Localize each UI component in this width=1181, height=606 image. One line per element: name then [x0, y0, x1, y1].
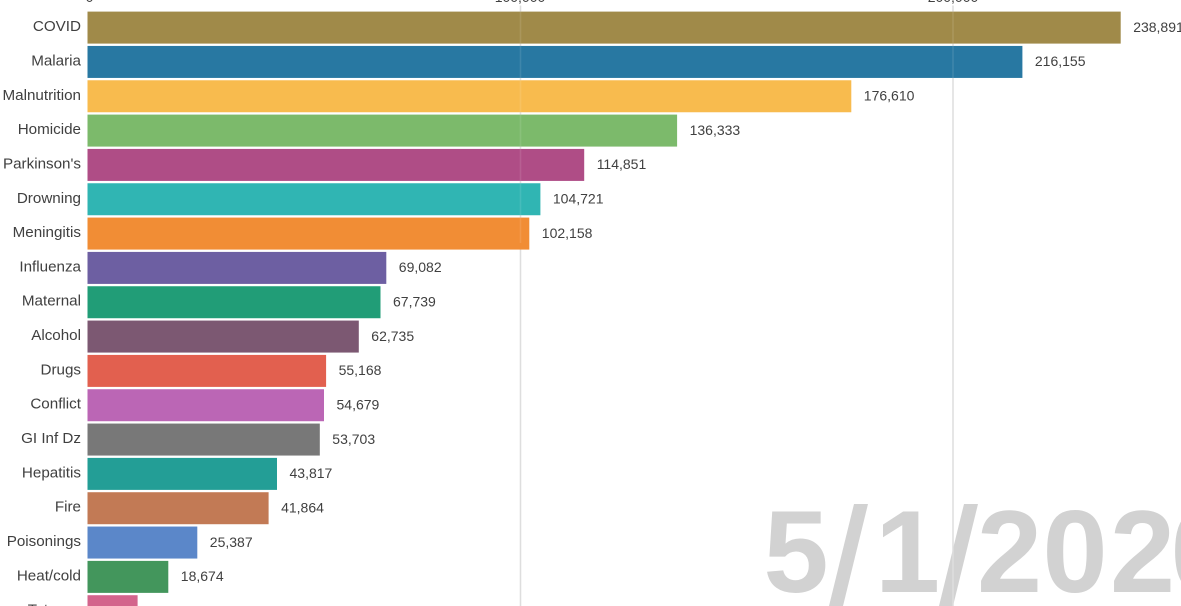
svg-text:Tetanus: Tetanus — [28, 602, 82, 606]
svg-text:2: 2 — [977, 486, 1042, 606]
svg-text:Homicide: Homicide — [18, 121, 81, 138]
svg-text:1: 1 — [875, 486, 940, 606]
svg-text:136,333: 136,333 — [690, 122, 741, 138]
svg-text:25,387: 25,387 — [210, 534, 253, 550]
svg-text:Alcohol: Alcohol — [31, 327, 81, 344]
svg-text:53,703: 53,703 — [332, 431, 375, 447]
svg-text:0: 0 — [86, 0, 94, 5]
svg-text:Fire: Fire — [55, 499, 81, 516]
svg-text:5: 5 — [763, 486, 828, 606]
svg-text:Conflict: Conflict — [30, 396, 81, 413]
svg-text:18,674: 18,674 — [181, 568, 224, 584]
svg-text:176,610: 176,610 — [864, 88, 915, 104]
svg-text:Drowning: Drowning — [17, 190, 81, 207]
svg-text:Drugs: Drugs — [40, 361, 81, 378]
svg-text:216,155: 216,155 — [1035, 53, 1086, 69]
svg-text:200,000: 200,000 — [928, 0, 979, 5]
svg-text:55,168: 55,168 — [339, 362, 382, 378]
svg-text:Maternal: Maternal — [22, 293, 81, 310]
svg-text:62,735: 62,735 — [371, 328, 414, 344]
svg-text:Malnutrition: Malnutrition — [2, 87, 81, 104]
svg-text:67,739: 67,739 — [393, 294, 436, 310]
svg-text:114,851: 114,851 — [597, 156, 647, 172]
svg-text:0: 0 — [1170, 486, 1181, 606]
svg-text:COVID: COVID — [33, 18, 81, 35]
svg-text:2: 2 — [1110, 486, 1175, 606]
svg-text:41,864: 41,864 — [281, 500, 324, 516]
svg-text:43,817: 43,817 — [290, 465, 333, 481]
svg-text:69,082: 69,082 — [399, 259, 442, 275]
svg-text:Hepatitis: Hepatitis — [22, 464, 81, 481]
svg-text:54,679: 54,679 — [337, 397, 380, 413]
svg-text:0: 0 — [1042, 486, 1107, 606]
svg-text:104,721: 104,721 — [553, 191, 604, 207]
svg-text:Parkinson's: Parkinson's — [3, 155, 81, 172]
svg-text:102,158: 102,158 — [542, 225, 593, 241]
svg-text:Malaria: Malaria — [31, 52, 81, 69]
svg-text:Heat/cold: Heat/cold — [17, 567, 81, 584]
svg-text:GI Inf Dz: GI Inf Dz — [21, 430, 81, 447]
svg-text:Influenza: Influenza — [19, 258, 81, 275]
svg-text:11,574: 11,574 — [150, 603, 192, 606]
svg-text:238,891: 238,891 — [1133, 19, 1181, 35]
svg-text:Poisonings: Poisonings — [7, 533, 82, 550]
svg-text:100,000: 100,000 — [495, 0, 546, 5]
svg-text:Meningitis: Meningitis — [13, 224, 82, 241]
